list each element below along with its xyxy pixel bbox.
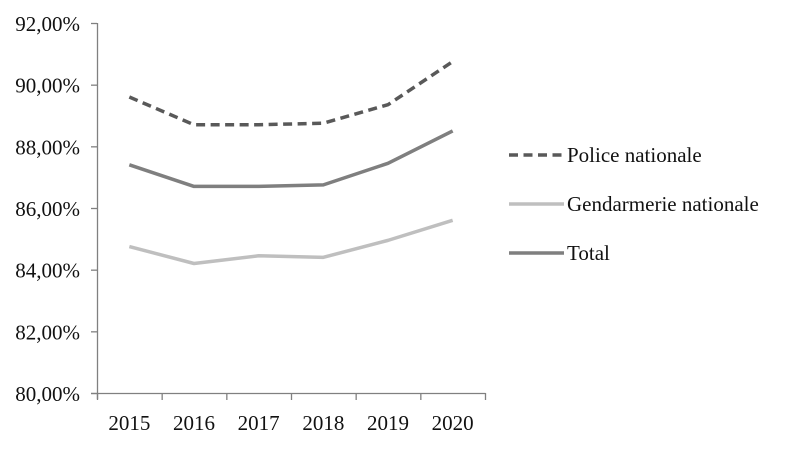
police-nationale-line-swatch	[509, 153, 564, 157]
legend-item-gendarmerie-nationale: Gendarmerie nationale	[508, 190, 759, 218]
x-tick-label: 2016	[173, 411, 215, 435]
y-tick-label: 84,00%	[15, 259, 80, 283]
x-tick-label: 2020	[432, 411, 474, 435]
legend-label-gendarmerie-nationale: Gendarmerie nationale	[567, 192, 759, 216]
x-tick-label: 2019	[367, 411, 409, 435]
x-axis-ticks: 2015 2016 2017 2018 2019 2020	[96, 393, 487, 435]
legend-item-police-nationale: Police nationale	[508, 141, 759, 169]
x-tick-label: 2018	[302, 411, 344, 435]
x-tick-label: 2015	[108, 411, 150, 435]
legend-label-total: Total	[567, 241, 610, 265]
y-tick-label: 86,00%	[15, 197, 80, 221]
x-tick-label: 2017	[238, 411, 280, 435]
y-tick-label: 92,00%	[15, 12, 80, 36]
y-tick-label: 80,00%	[15, 382, 80, 406]
chart-legend: Police nationale Gendarmerie nationale T…	[508, 141, 759, 288]
legend-label-police-nationale: Police nationale	[567, 143, 702, 167]
total-line-swatch	[509, 251, 564, 255]
y-axis-ticks: 80,00% 82,00% 84,00% 86,00% 88,00% 90,00% 92,0…	[15, 12, 97, 406]
axes	[91, 23, 486, 399]
y-tick-label: 82,00%	[15, 320, 80, 344]
legend-item-total: Total	[508, 239, 759, 267]
y-tick-label: 88,00%	[15, 135, 80, 159]
series-line-gendarmerie-nationale	[128, 218, 454, 266]
series-line-total	[128, 129, 454, 189]
gendarmerie-nationale-line-swatch	[509, 202, 564, 206]
y-tick-label: 90,00%	[15, 74, 80, 98]
series-line-police-nationale	[128, 60, 454, 127]
